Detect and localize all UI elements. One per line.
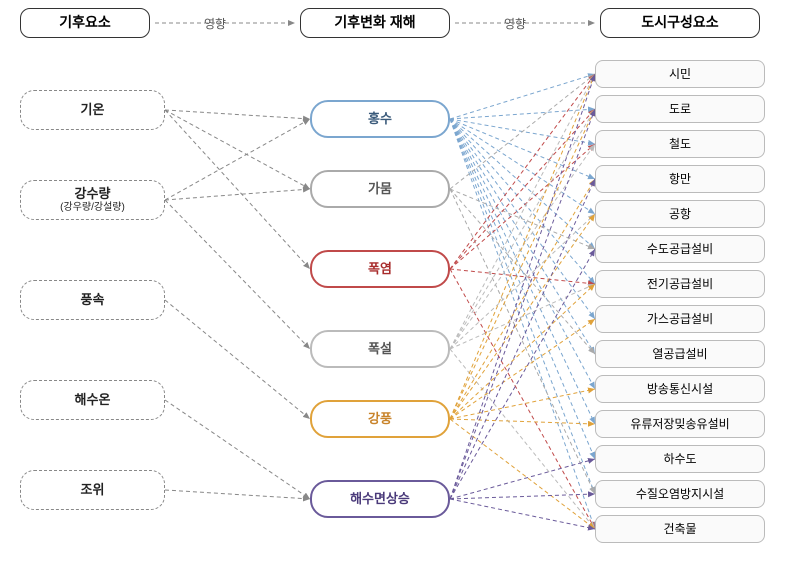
node-c5: 공항 (595, 200, 765, 228)
header-urban-elements: 도시구성요소 (600, 8, 760, 38)
node-a1: 기온 (20, 90, 165, 130)
node-c2: 도로 (595, 95, 765, 123)
node-c10: 방송통신시설 (595, 375, 765, 403)
node-c9: 열공급설비 (595, 340, 765, 368)
header-climate-factors: 기후요소 (20, 8, 150, 38)
flow-label-2: 영향 (504, 15, 526, 32)
node-a2: 강수량(강우량/강설량) (20, 180, 165, 220)
node-b3: 폭염 (310, 250, 450, 288)
node-c11: 유류저장밎송유설비 (595, 410, 765, 438)
node-b2: 가뭄 (310, 170, 450, 208)
node-c3: 철도 (595, 130, 765, 158)
node-b1: 홍수 (310, 100, 450, 138)
node-c6: 수도공급설비 (595, 235, 765, 263)
node-a4: 해수온 (20, 380, 165, 420)
node-a5: 조위 (20, 470, 165, 510)
node-c4: 항만 (595, 165, 765, 193)
node-b4: 폭설 (310, 330, 450, 368)
flow-label-1: 영향 (204, 15, 226, 32)
node-c7: 전기공급설비 (595, 270, 765, 298)
header-climate-disasters: 기후변화 재해 (300, 8, 450, 38)
node-c12: 하수도 (595, 445, 765, 473)
node-c13: 수질오염방지시설 (595, 480, 765, 508)
node-c1: 시민 (595, 60, 765, 88)
node-b5: 강풍 (310, 400, 450, 438)
node-c8: 가스공급설비 (595, 305, 765, 333)
node-b6: 해수면상승 (310, 480, 450, 518)
node-a3: 풍속 (20, 280, 165, 320)
node-c14: 건축물 (595, 515, 765, 543)
